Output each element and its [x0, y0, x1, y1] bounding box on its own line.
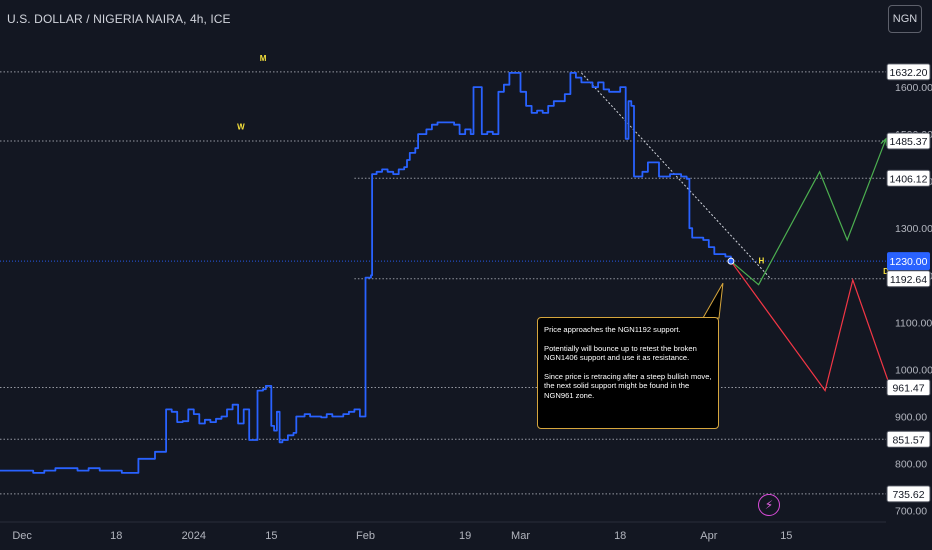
price-label-box-1406.12	[886, 169, 931, 187]
price-label-961.47: 961.47	[892, 383, 924, 395]
x-tick-label-5: 19	[459, 530, 471, 542]
price-label-box-1192.64	[886, 270, 931, 288]
x-tick-label-6: Mar	[511, 530, 530, 542]
x-tick-label-1: 18	[110, 530, 122, 542]
price-label-box-851.57	[886, 430, 931, 448]
x-tick-label-2: 2024	[182, 530, 206, 542]
price-label-1485.37: 1485.37	[890, 136, 928, 148]
y-tick-label-1300: 1300.00	[895, 223, 932, 235]
bullish-arrowhead	[880, 137, 888, 146]
y-tick-label-1000: 1000.00	[895, 364, 932, 376]
x-tick-label-4: Feb	[356, 530, 375, 542]
price-label-box-1632.20	[886, 63, 931, 81]
price-label-1632.20: 1632.20	[890, 67, 928, 79]
marker-W: W	[237, 122, 245, 131]
x-tick-label-9: 15	[780, 530, 792, 542]
y-tick-label-900: 900.00	[895, 411, 927, 423]
price-label-box-735.62	[886, 485, 931, 503]
current-price-label: 1230.00	[890, 256, 928, 268]
x-tick-label-0: Dec	[12, 530, 32, 542]
marker-M: M	[260, 54, 267, 63]
y-tick-label-1600: 1600.00	[895, 82, 932, 94]
price-label-1406.12: 1406.12	[890, 173, 928, 185]
marker-H: H	[759, 257, 765, 266]
current-price-box	[887, 252, 930, 271]
bullish-projection	[730, 138, 887, 286]
price-label-box-961.47	[886, 379, 931, 397]
last-price-dot	[727, 257, 735, 265]
annotation-pointer	[702, 282, 724, 319]
price-label-box-1485.37	[886, 132, 931, 150]
marker-D: D	[883, 267, 889, 276]
price-series-line	[0, 72, 732, 474]
price-label-851.57: 851.57	[892, 434, 924, 446]
bearish-projection	[730, 260, 893, 392]
x-tick-label-7: 18	[614, 530, 626, 542]
annotation-paragraph-2: Potentially will bounce up to retest the…	[544, 343, 697, 363]
price-label-735.62: 735.62	[892, 489, 924, 501]
symbol-title[interactable]: U.S. DOLLAR / NIGERIA NAIRA, 4h, ICE	[7, 12, 231, 26]
annotation-callout[interactable]: Price approaches the NGN1192 support. Po…	[537, 317, 719, 429]
annotation-paragraph-3: Since price is retracing after a steep b…	[544, 371, 712, 400]
y-tick-label-1100: 1100.00	[895, 317, 932, 329]
lightning-bolt-icon[interactable]: ⚡	[758, 494, 780, 516]
currency-button[interactable]: NGN	[888, 5, 922, 33]
annotation-paragraph-1: Price approaches the NGN1192 support.	[544, 325, 681, 334]
trendline	[581, 72, 771, 278]
y-tick-label-700: 700.00	[895, 506, 927, 518]
y-tick-label-800: 800.00	[895, 459, 927, 471]
price-label-1192.64: 1192.64	[890, 274, 927, 286]
x-tick-label-8: Apr	[700, 530, 717, 542]
x-tick-label-3: 15	[265, 530, 277, 542]
